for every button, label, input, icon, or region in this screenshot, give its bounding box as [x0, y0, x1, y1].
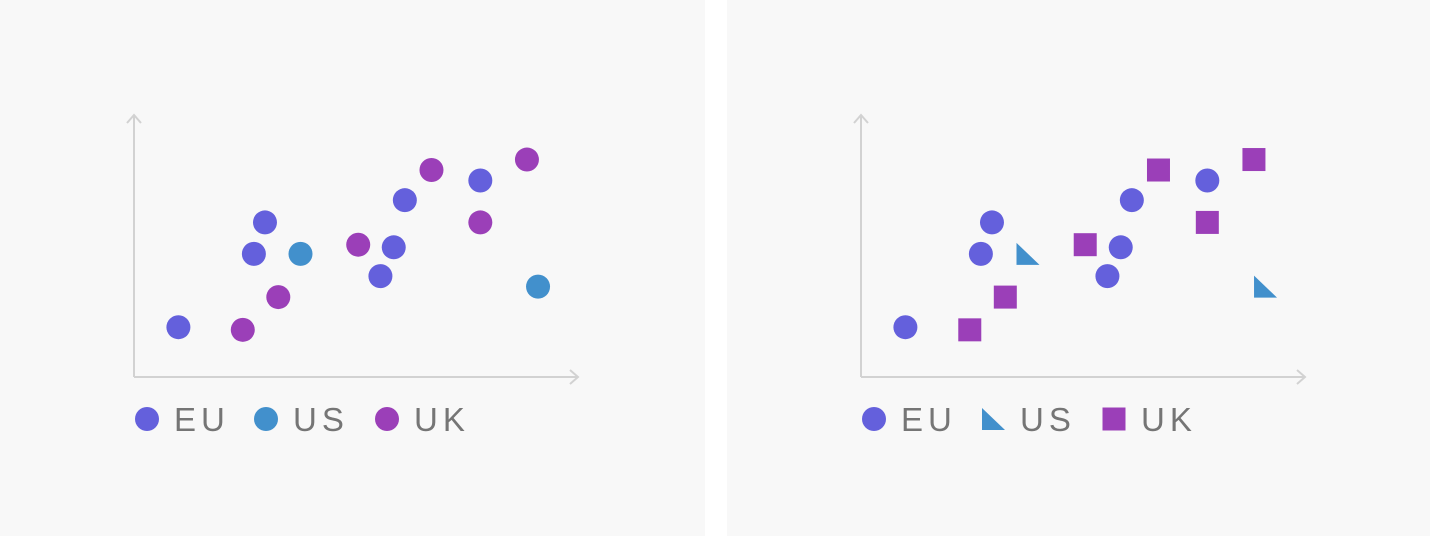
y-axis-arrow: [126, 113, 142, 124]
series-us: [288, 241, 551, 299]
point-eu: [241, 241, 266, 266]
legend-label-eu: EU: [901, 401, 957, 438]
legend-item-uk: UK: [375, 401, 470, 438]
legend-item-uk: UK: [1102, 401, 1197, 438]
point-uk: [346, 232, 371, 257]
point-eu: [1195, 168, 1220, 193]
point-eu: [968, 241, 993, 266]
point-uk: [1195, 210, 1219, 234]
legend-marker-uk: [375, 407, 399, 431]
legend-marker-eu: [862, 407, 886, 431]
chart-panel-color-and-shape: EU US UK: [727, 0, 1430, 536]
x-axis-arrow: [569, 369, 580, 385]
point-us: [288, 241, 313, 266]
point-us: [1254, 275, 1278, 298]
point-uk: [993, 285, 1017, 309]
point-eu: [468, 168, 493, 193]
legend-marker-us: [982, 408, 1005, 430]
point-uk: [266, 285, 291, 310]
point-uk: [419, 158, 444, 183]
point-uk: [230, 317, 255, 342]
point-us: [526, 274, 551, 299]
x-axis-arrow: [1296, 369, 1307, 385]
legend-item-eu: EU: [862, 401, 957, 438]
legend-item-us: US: [254, 401, 349, 438]
point-eu: [1108, 235, 1133, 260]
point-eu: [979, 210, 1004, 235]
legend-marker-uk: [1102, 407, 1126, 431]
point-eu: [252, 210, 277, 235]
point-eu: [1095, 264, 1120, 289]
legend-label-us: US: [1020, 401, 1076, 438]
chart-panel-color-only: EU US UK: [0, 0, 705, 536]
series-eu: [893, 168, 1220, 340]
point-eu: [1119, 188, 1144, 213]
legend: EU US UK: [135, 401, 470, 438]
point-eu: [893, 315, 918, 340]
legend: EU US UK: [862, 401, 1197, 438]
point-eu: [368, 264, 393, 289]
y-axis-arrow: [853, 113, 869, 124]
scatter-chart-color-only: EU US UK: [126, 113, 580, 438]
legend-item-eu: EU: [135, 401, 230, 438]
point-eu: [166, 315, 191, 340]
legend-label-uk: UK: [1141, 401, 1197, 438]
series-uk: [230, 147, 539, 342]
point-uk: [1146, 158, 1170, 182]
point-eu: [381, 235, 406, 260]
point-us: [1016, 242, 1040, 265]
point-eu: [392, 188, 417, 213]
axes: [853, 113, 1307, 385]
legend-label-us: US: [293, 401, 349, 438]
series-us: [1016, 242, 1278, 298]
legend-marker-eu: [135, 407, 159, 431]
series-eu: [166, 168, 493, 340]
scatter-chart-color-and-shape: EU US UK: [853, 113, 1307, 438]
point-uk: [1242, 148, 1266, 172]
legend-marker-us: [254, 407, 278, 431]
legend-label-uk: UK: [414, 401, 470, 438]
axes: [126, 113, 580, 385]
point-uk: [958, 318, 982, 342]
point-uk: [468, 210, 493, 235]
point-uk: [514, 147, 539, 172]
point-uk: [1073, 233, 1097, 257]
legend-label-eu: EU: [174, 401, 230, 438]
series-uk: [958, 148, 1266, 342]
legend-item-us: US: [982, 401, 1076, 438]
